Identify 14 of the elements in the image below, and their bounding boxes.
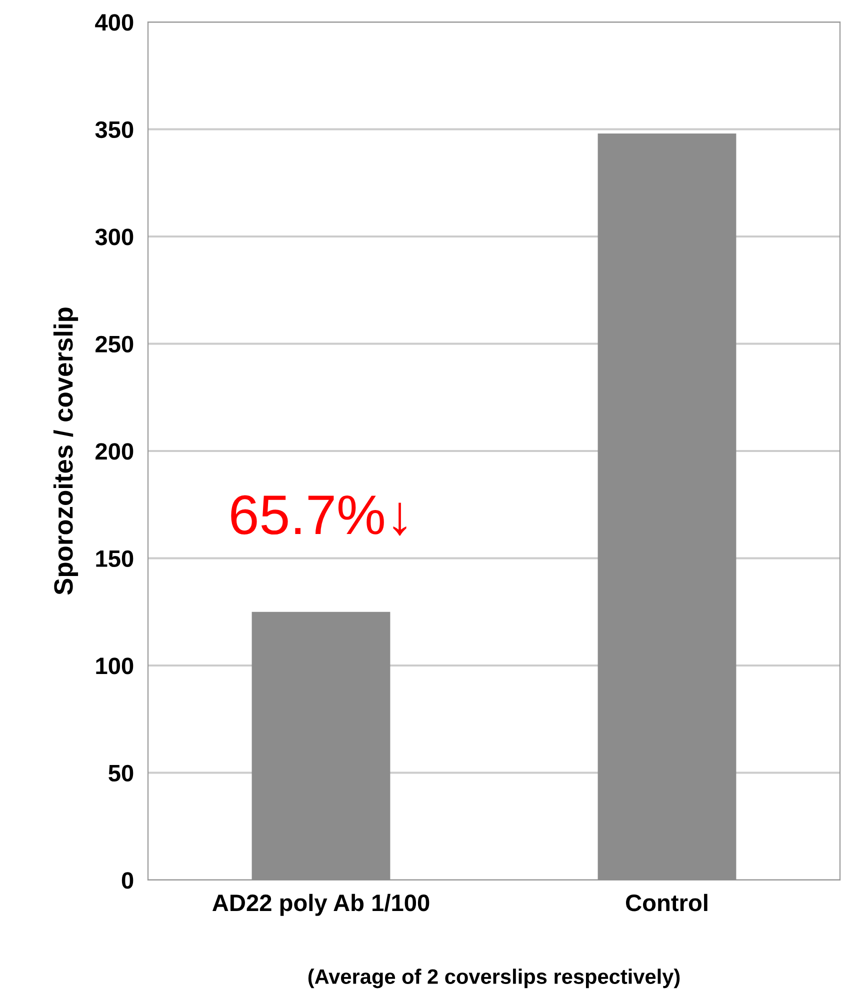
y-tick-label: 50 — [108, 764, 134, 782]
x-tick-label: Control — [626, 894, 708, 912]
y-tick-label: 300 — [95, 228, 134, 246]
x-tick-label: AD22 poly Ab 1/100 — [212, 894, 430, 916]
y-tick-label: 150 — [96, 550, 134, 568]
y-tick-label: 400 — [95, 14, 134, 31]
y-axis-title: Sporozoites / coverslip — [53, 308, 78, 595]
annotation: 65.7%↓ — [231, 495, 406, 536]
y-tick-label: 0 — [122, 872, 134, 889]
y-tick-label: 250 — [96, 336, 134, 353]
y-tick-label: 350 — [95, 121, 134, 138]
x-axis-title: (Average of 2 coverslips respectively) — [308, 968, 680, 988]
y-tick-label: 100 — [96, 658, 134, 674]
y-tick-label: 200 — [96, 443, 134, 460]
